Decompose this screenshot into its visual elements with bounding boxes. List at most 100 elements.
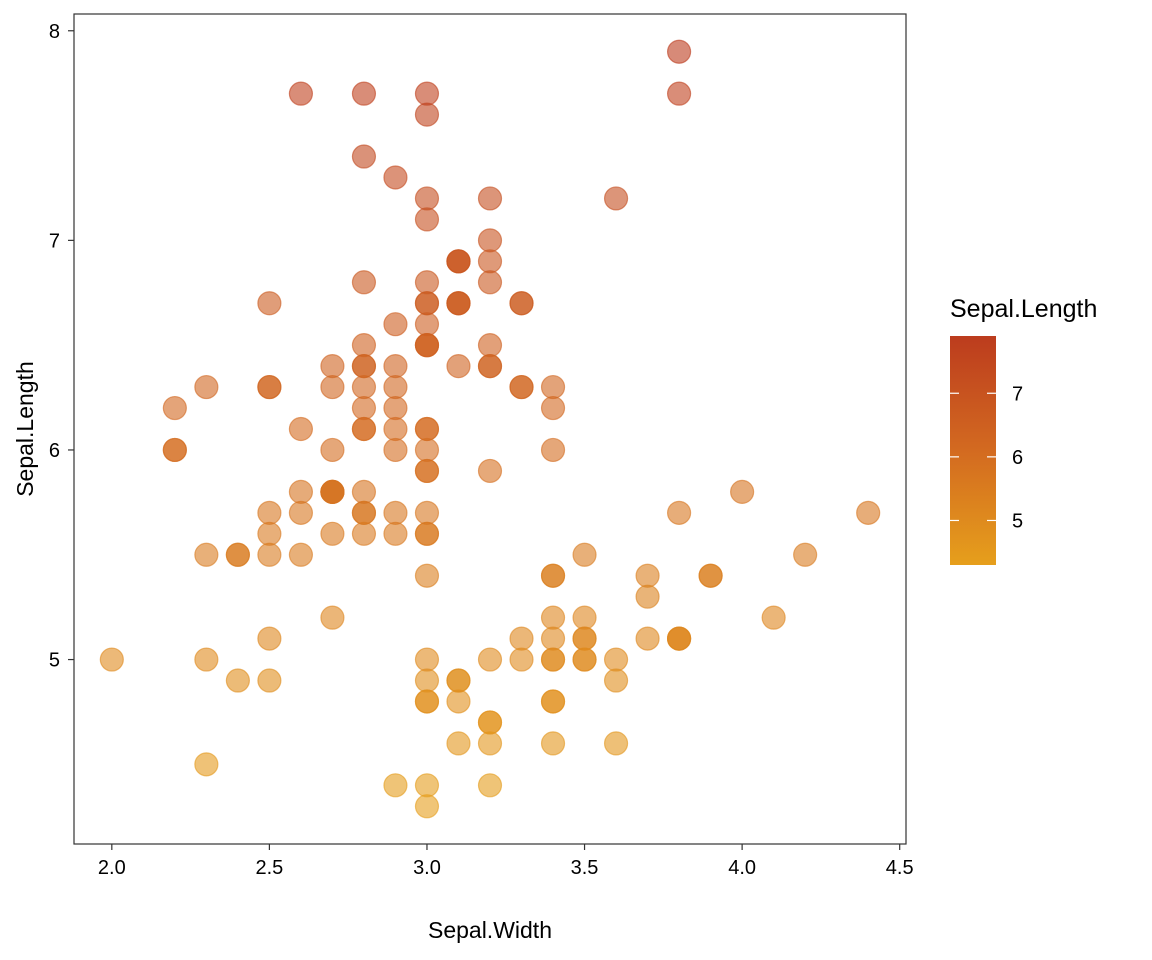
data-point (477, 773, 503, 798)
data-point (383, 374, 408, 400)
legend: Sepal.Length 5 6 7 (950, 295, 1097, 565)
data-point (635, 584, 660, 609)
y-tick-label: 8 (49, 21, 60, 43)
data-point (603, 186, 629, 211)
data-point (414, 102, 440, 127)
data-point (320, 354, 345, 379)
data-point (540, 437, 566, 463)
data-point (730, 479, 755, 504)
data-point (666, 39, 692, 64)
y-tick-label: 6 (49, 440, 60, 462)
data-point (288, 479, 314, 504)
data-point (446, 249, 471, 274)
data-point (414, 416, 440, 442)
data-point (603, 668, 629, 693)
data-point (509, 626, 534, 651)
data-point (320, 437, 345, 463)
data-point (162, 437, 187, 463)
data-point (351, 354, 377, 379)
data-point (477, 647, 503, 672)
data-point (288, 81, 314, 106)
data-point (698, 563, 723, 588)
legend-ticks: 5 6 7 (950, 383, 1023, 532)
data-point (194, 647, 219, 672)
data-point (320, 479, 345, 504)
data-point (540, 395, 566, 421)
data-point (477, 710, 503, 735)
data-point (225, 542, 250, 567)
data-point (383, 500, 408, 525)
y-tick-label: 5 (49, 650, 60, 672)
x-axis: 2.0 2.5 3.0 3.5 4.0 4.5 (98, 844, 914, 879)
data-point (288, 542, 314, 567)
data-point (540, 731, 566, 756)
x-tick-label: 2.0 (98, 857, 126, 879)
data-point (320, 605, 345, 630)
data-point (477, 458, 503, 484)
data-point (351, 374, 377, 400)
data-point (351, 521, 377, 546)
data-point (572, 647, 597, 672)
data-point (414, 270, 440, 295)
data-point (572, 626, 597, 651)
data-point (351, 479, 377, 504)
data-point (257, 291, 282, 316)
data-point (477, 731, 503, 756)
data-point (351, 333, 377, 358)
data-point (320, 521, 345, 546)
data-point (257, 521, 282, 546)
legend-title: Sepal.Length (950, 295, 1097, 323)
legend-tick-label: 6 (1012, 447, 1023, 469)
y-axis: 5 6 7 8 (49, 21, 74, 672)
data-point (383, 521, 408, 546)
data-point (414, 563, 440, 588)
data-point (288, 416, 314, 442)
data-point (288, 500, 314, 525)
data-point (477, 333, 503, 358)
data-point (257, 374, 282, 400)
data-point (603, 731, 629, 756)
data-point (383, 312, 408, 337)
data-point (509, 291, 534, 316)
data-point (414, 773, 440, 798)
data-point (509, 647, 534, 672)
data-point (320, 374, 345, 400)
data-point (477, 186, 503, 211)
data-point (414, 458, 440, 484)
data-point (446, 354, 471, 379)
data-point (351, 416, 377, 442)
data-point (414, 521, 440, 546)
data-point (540, 647, 566, 672)
data-point (477, 228, 503, 253)
data-point (351, 500, 377, 525)
data-point (635, 626, 660, 651)
data-point (414, 647, 440, 672)
data-point (194, 374, 219, 400)
x-tick-label: 3.0 (413, 857, 441, 879)
x-tick-label: 2.5 (255, 857, 283, 879)
data-point (477, 354, 503, 379)
x-axis-title: Sepal.Width (428, 917, 552, 943)
data-point (257, 626, 282, 651)
data-point (383, 416, 408, 442)
data-point (351, 270, 377, 295)
data-point (414, 668, 440, 693)
data-point (540, 626, 566, 651)
y-axis-title: Sepal.Length (12, 361, 38, 497)
x-tick-label: 4.0 (728, 857, 756, 879)
data-point (572, 542, 597, 567)
data-point (257, 500, 282, 525)
data-point (257, 668, 282, 693)
data-point (477, 270, 503, 295)
data-point (194, 542, 219, 567)
data-point (446, 731, 471, 756)
data-point (477, 249, 503, 274)
data-point (793, 542, 818, 567)
x-tick-label: 3.5 (571, 857, 599, 879)
data-point (761, 605, 786, 630)
data-point (446, 668, 471, 693)
data-point (414, 437, 440, 463)
data-point (414, 794, 440, 819)
data-point (446, 291, 471, 316)
